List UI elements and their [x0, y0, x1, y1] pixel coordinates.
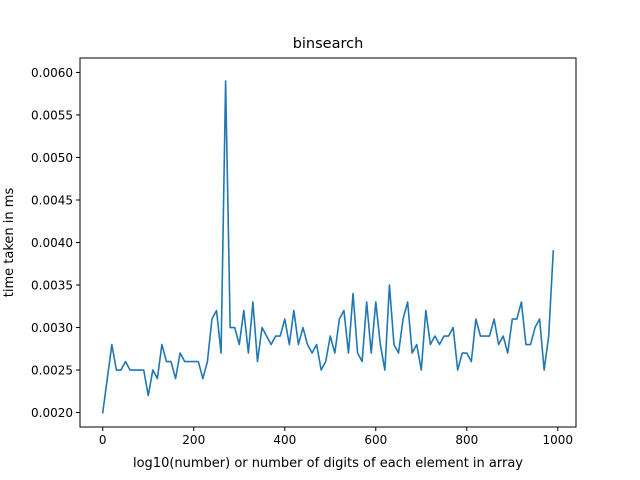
y-tick-label: 0.0050 [31, 151, 73, 165]
x-tick-label: 1000 [543, 433, 574, 447]
y-tick-label: 0.0040 [31, 236, 73, 250]
chart-title: binsearch [293, 36, 364, 52]
x-tick-label: 600 [364, 433, 387, 447]
x-axis-label: log10(number) or number of digits of eac… [133, 456, 523, 471]
y-tick-label: 0.0020 [31, 406, 73, 420]
x-tick-label: 800 [455, 433, 478, 447]
series-line-0 [101, 80, 555, 414]
plot-area-frame [79, 57, 577, 428]
series-layer [101, 80, 555, 414]
x-tick-label: 400 [273, 433, 296, 447]
y-tick-label: 0.0035 [31, 279, 73, 293]
y-tick-label: 0.0060 [31, 66, 73, 80]
x-tick-label: 200 [182, 433, 205, 447]
x-axis-ticks: 0 200 400 600 800 1000 [99, 427, 573, 447]
x-tick-label: 0 [99, 433, 107, 447]
y-tick-label: 0.0030 [31, 321, 73, 335]
y-tick-label: 0.0045 [31, 193, 73, 207]
y-tick-label: 0.0055 [31, 108, 73, 122]
y-tick-label: 0.0025 [31, 364, 73, 378]
y-axis-ticks: 0.0020 0.0025 0.0030 0.0035 0.0040 0.0045 0.00… [31, 66, 80, 420]
y-axis-label: time taken in ms [2, 188, 17, 298]
